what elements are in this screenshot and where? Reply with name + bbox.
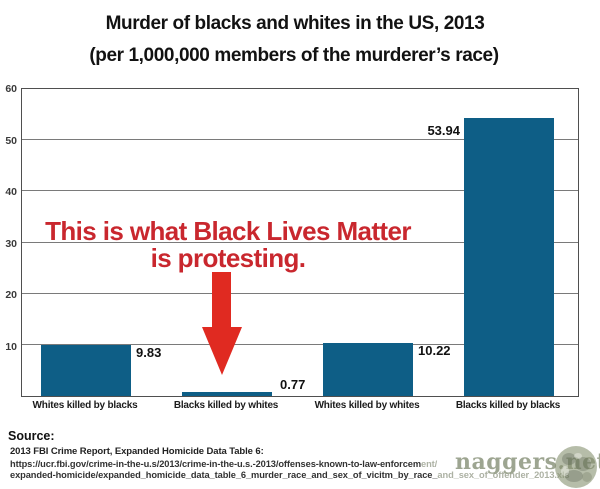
y-tick-30: 30	[5, 237, 17, 250]
bar-1	[41, 345, 131, 396]
source-reference: 2013 FBI Crime Report, Expanded Homicide…	[10, 446, 264, 457]
y-tick-10: 10	[5, 340, 17, 353]
arrow-shaft	[212, 272, 231, 328]
gridline-10	[22, 343, 578, 345]
chart-title: Murder of blacks and whites in the US, 2…	[105, 13, 485, 34]
chart-subtitle: (per 1,000,000 members of the murderer’s…	[89, 45, 499, 66]
bar-3	[323, 343, 413, 396]
category-label-4: Blacks killed by blacks	[455, 400, 561, 411]
annotation-text: This is what Black Lives Matter is prote…	[22, 218, 434, 272]
annotation-line2: is protesting.	[150, 243, 306, 273]
source-url2-faded: and_sex_of_offender_2013.xls	[437, 470, 570, 480]
down-arrow-icon	[202, 272, 242, 375]
gridline-40	[22, 190, 578, 192]
y-tick-50: 50	[5, 134, 17, 147]
source-url2-visible: expanded-homicide/expanded_homicide_data…	[10, 470, 438, 480]
value-label-3: 10.22	[418, 343, 451, 358]
source-url1-faded: ent/	[421, 459, 438, 469]
value-label-4: 53.94	[427, 123, 460, 138]
value-label-1: 9.83	[136, 345, 162, 360]
gridline-50	[22, 139, 578, 141]
source-url-line2: expanded-homicide/expanded_homicide_data…	[10, 470, 570, 480]
y-tick-20: 20	[5, 289, 17, 301]
y-tick-60: 60	[5, 83, 17, 95]
category-label-2: Blacks killed by whites	[173, 400, 279, 411]
bar-4	[464, 118, 554, 396]
watermark-crest-icon	[555, 446, 597, 488]
plot-area: 9.83 0.77 10.22 53.94	[21, 88, 579, 397]
category-label-3: Whites killed by whites	[314, 400, 420, 411]
annotation-line1: This is what Black Lives Matter	[45, 216, 411, 246]
bar-2	[182, 392, 272, 396]
source-url1-visible: https://ucr.fbi.gov/crime-in-the-u.s/201…	[10, 459, 421, 469]
gridline-20	[22, 292, 578, 294]
watermark: naggers.net	[447, 446, 600, 489]
value-label-2: 0.77	[280, 377, 306, 392]
source-url-line1: https://ucr.fbi.gov/crime-in-the-u.s/201…	[10, 459, 437, 469]
gridline-30	[22, 241, 578, 243]
source-heading: Source:	[8, 429, 55, 443]
category-label-1: Whites killed by blacks	[32, 400, 138, 411]
arrow-head	[202, 327, 242, 375]
y-tick-40: 40	[5, 186, 17, 198]
